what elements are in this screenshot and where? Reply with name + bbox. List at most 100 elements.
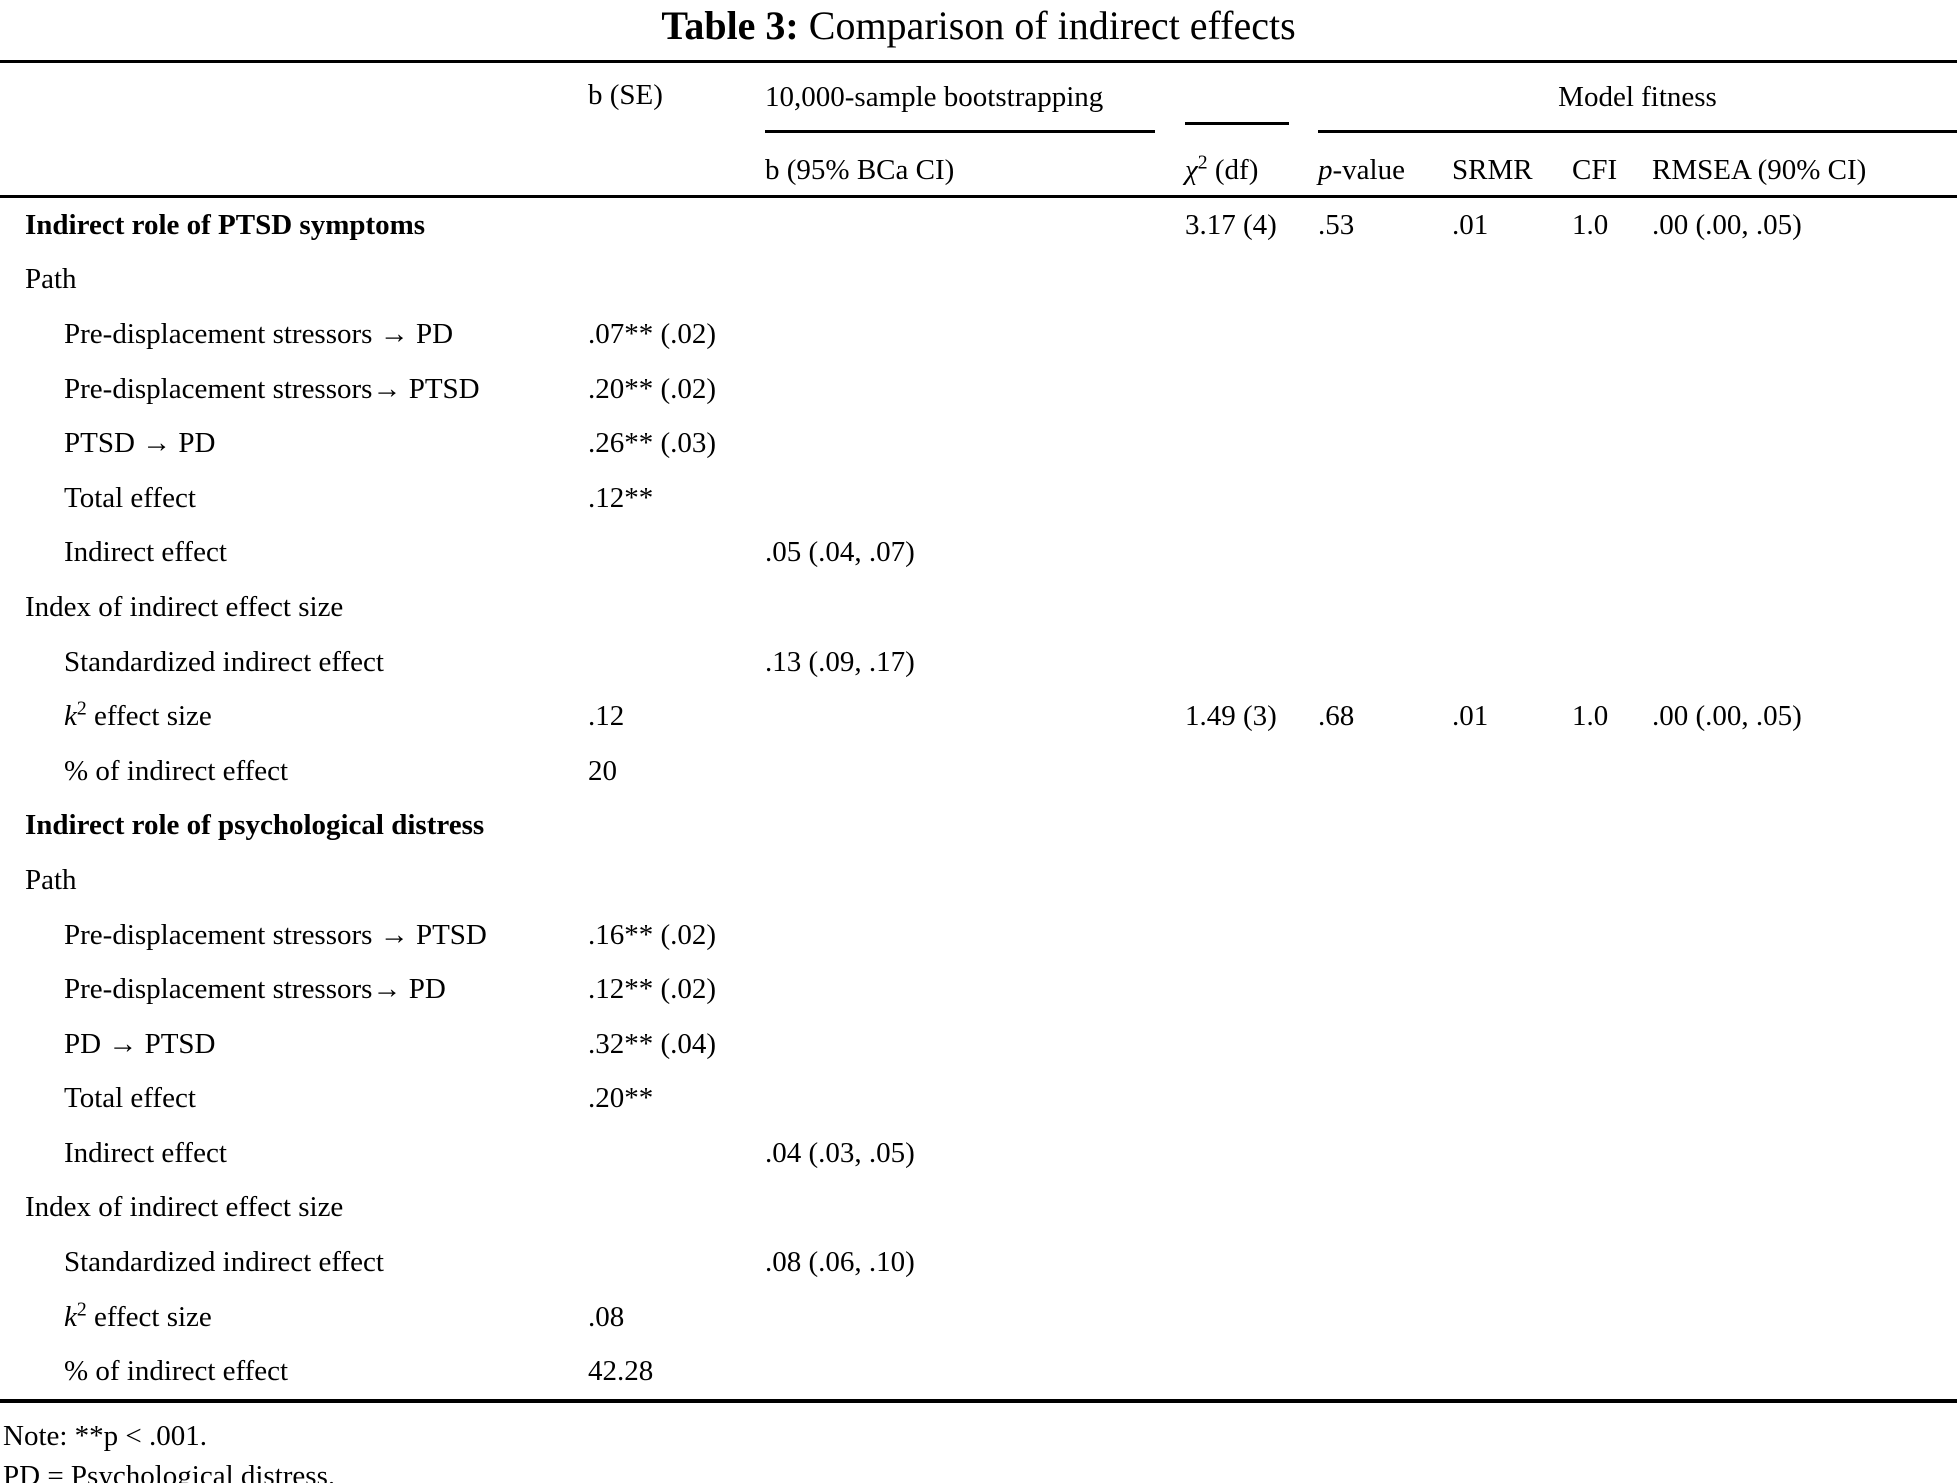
table-row: Total effect .12** (0, 471, 1957, 526)
cell-cfi (1572, 962, 1652, 1017)
cell-chi2 (1185, 471, 1318, 526)
cell-cfi (1572, 635, 1652, 690)
table-notes: Note: **p < .001. PD = Psychological dis… (3, 1416, 1957, 1483)
table-row: Indirect effect .04 (.03, .05) (0, 1126, 1957, 1181)
header-cfi: CFI (1572, 133, 1652, 198)
cell-p (1318, 1181, 1452, 1236)
cell-rmsea (1652, 1017, 1957, 1072)
header-empty-cell (588, 133, 765, 198)
cell-chi2 (1185, 526, 1318, 581)
cell-chi2 (1185, 253, 1318, 308)
cell-b_se: 42.28 (588, 1344, 765, 1404)
cell-boot (765, 416, 1185, 471)
cell-rmsea (1652, 253, 1957, 308)
cell-rmsea (1652, 362, 1957, 417)
cell-rmsea (1652, 1344, 1957, 1404)
cell-boot (765, 1290, 1185, 1345)
cell-srmr (1452, 908, 1572, 963)
cell-rmsea: .00 (.00, .05) (1652, 700, 1802, 733)
cell-chi2 (1185, 580, 1318, 635)
table-row: Path (0, 853, 1957, 908)
header-srmr: SRMR (1452, 133, 1572, 198)
header-rmsea: RMSEA (90% CI) (1652, 133, 1957, 198)
cell-p (1318, 253, 1452, 308)
cell-p (1318, 853, 1452, 908)
row-label: k2 effect size (64, 697, 212, 733)
cell-rmsea (1652, 307, 1957, 362)
cell-boot (765, 1181, 1185, 1236)
table-row: Indirect effect .05 (.04, .07) (0, 526, 1957, 581)
cell-rmsea (1652, 1290, 1957, 1345)
cell-chi2 (1185, 1290, 1318, 1345)
cell-boot: .05 (.04, .07) (765, 536, 915, 569)
cell-chi2: 3.17 (4) (1185, 208, 1277, 241)
cell-b_se: .32** (.04) (588, 1027, 717, 1060)
cell-p: .68 (1318, 700, 1355, 733)
note-significance: Note: **p < .001. (3, 1420, 208, 1453)
row-label: Indirect effect (64, 1136, 227, 1169)
cell-chi2 (1185, 635, 1318, 690)
cell-p (1318, 362, 1452, 417)
cell-srmr (1452, 853, 1572, 908)
cell-boot (765, 362, 1185, 417)
cell-srmr (1452, 962, 1572, 1017)
cell-boot (765, 908, 1185, 963)
row-label: Pre-displacement stressors→ PD (64, 973, 446, 1006)
note-abbreviation: PD = Psychological distress. (3, 1460, 336, 1483)
table-title-number: Table 3: (661, 3, 799, 48)
cell-srmr (1452, 1072, 1572, 1127)
cell-p (1318, 416, 1452, 471)
cell-rmsea: .00 (.00, .05) (1652, 208, 1802, 241)
cell-b_se (588, 635, 765, 690)
cell-srmr (1452, 253, 1572, 308)
cell-rmsea (1652, 799, 1957, 854)
cell-b_se: .08 (588, 1300, 625, 1333)
cell-srmr: .01 (1452, 208, 1489, 241)
cell-chi2 (1185, 1235, 1318, 1290)
row-label: Index of indirect effect size (25, 590, 344, 623)
cell-boot (765, 471, 1185, 526)
cell-p (1318, 471, 1452, 526)
cell-boot (765, 580, 1185, 635)
cell-b_se: .26** (.03) (588, 427, 717, 460)
cell-cfi (1572, 1072, 1652, 1127)
cell-srmr (1452, 1344, 1572, 1404)
cell-b_se: .20** (588, 1082, 654, 1115)
cell-cfi (1572, 1126, 1652, 1181)
cell-b_se: .07** (.02) (588, 317, 717, 350)
cell-b_se: .16** (.02) (588, 918, 717, 951)
cell-cfi (1572, 362, 1652, 417)
table-row: Standardized indirect effect .08 (.06, .1… (0, 1235, 1957, 1290)
cell-srmr (1452, 799, 1572, 854)
header-group-row: b (SE) 10,000-sample bootstrapping Model… (0, 60, 1957, 133)
row-label: Total effect (64, 1082, 196, 1115)
cell-chi2 (1185, 962, 1318, 1017)
cell-p (1318, 962, 1452, 1017)
cell-boot: .04 (.03, .05) (765, 1136, 915, 1169)
cell-rmsea (1652, 580, 1957, 635)
cell-rmsea (1652, 1181, 1957, 1236)
header-chi2-spanner-rule (1185, 60, 1318, 133)
cell-rmsea (1652, 962, 1957, 1017)
cell-b_se (588, 799, 765, 854)
cell-rmsea (1652, 1235, 1957, 1290)
cell-chi2 (1185, 799, 1318, 854)
cell-srmr: .01 (1452, 700, 1489, 733)
cell-chi2 (1185, 1126, 1318, 1181)
row-label: Path (25, 263, 77, 296)
row-label: Pre-displacement stressors → PD (64, 317, 454, 350)
table-title: Table 3: Comparison of indirect effects (0, 0, 1957, 60)
row-label: k2 effect size (64, 1298, 212, 1333)
cell-cfi (1572, 1290, 1652, 1345)
cell-cfi (1572, 416, 1652, 471)
row-label: % of indirect effect (0, 1344, 588, 1404)
header-empty-cell (0, 60, 588, 133)
cell-p (1318, 580, 1452, 635)
row-label: Standardized indirect effect (64, 645, 384, 678)
row-label: PD → PTSD (64, 1027, 216, 1060)
cell-cfi (1572, 307, 1652, 362)
header-b-se: b (SE) (588, 60, 765, 133)
header-bootstrapping-group: 10,000-sample bootstrapping (765, 60, 1185, 133)
row-label: Standardized indirect effect (64, 1246, 384, 1279)
cell-cfi (1572, 526, 1652, 581)
